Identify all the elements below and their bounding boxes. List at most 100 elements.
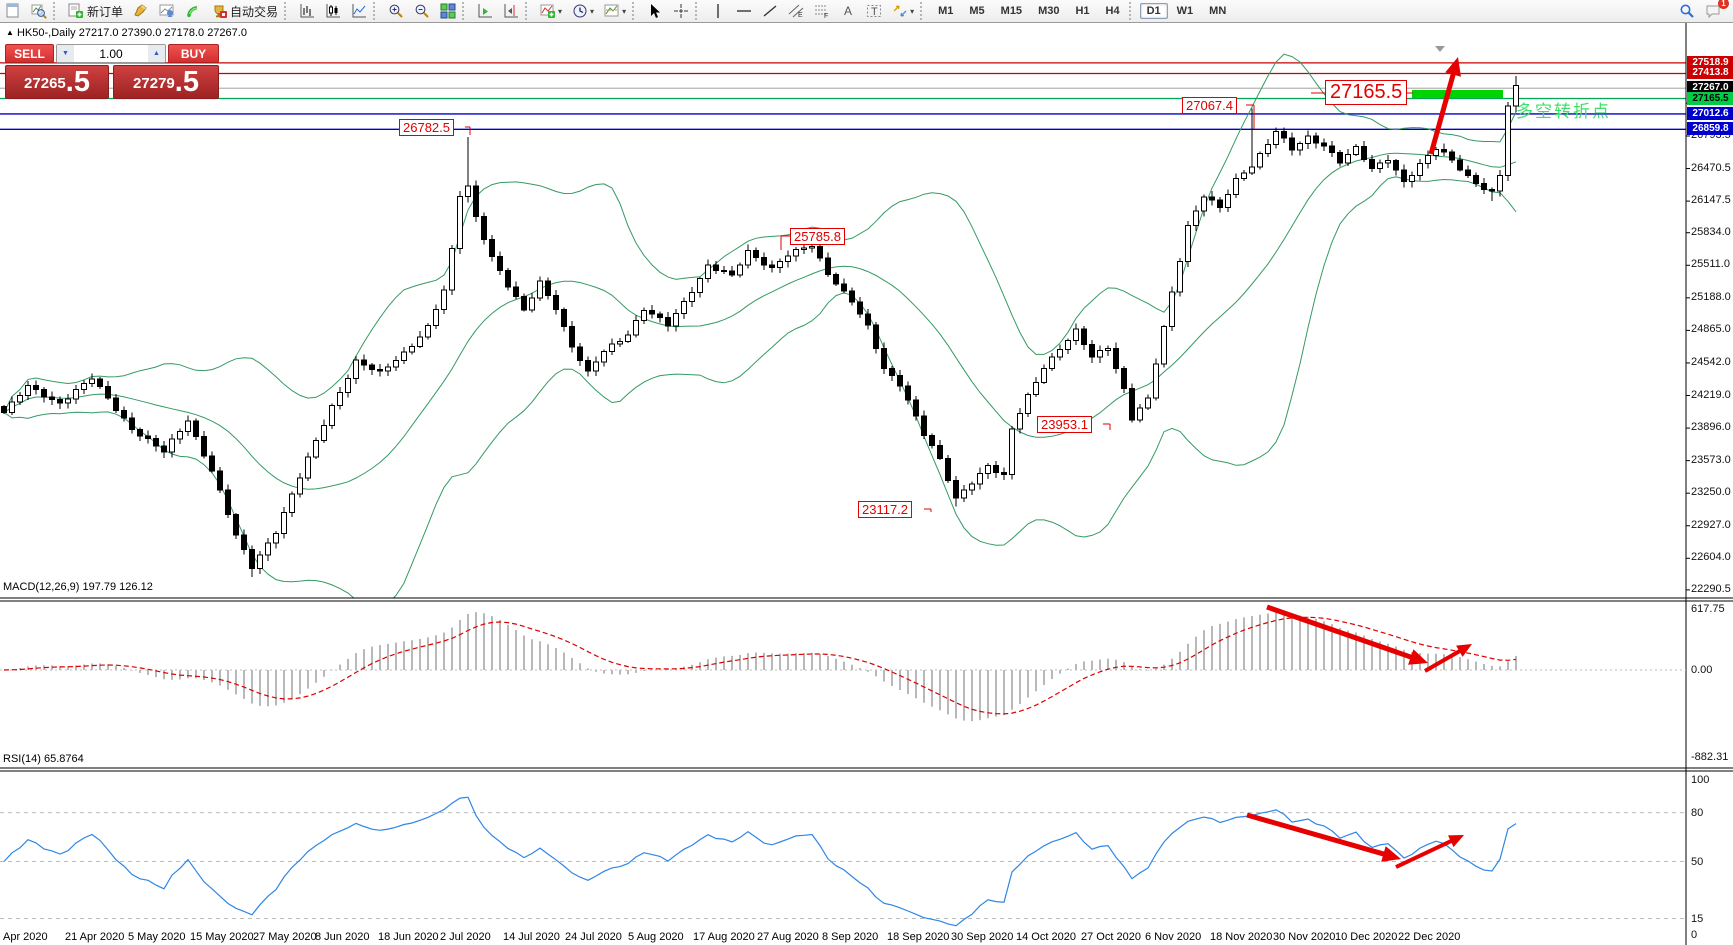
- candles-chart-icon[interactable]: [321, 0, 345, 22]
- date-axis-label: 30 Sep 2020: [951, 931, 1014, 943]
- expert-chart-icon[interactable]: [155, 0, 179, 22]
- autotrade-label: 自动交易: [230, 4, 279, 19]
- svg-text:F: F: [824, 13, 828, 19]
- price-callout[interactable]: 23117.2: [858, 501, 913, 518]
- trend-line-icon[interactable]: [758, 0, 782, 22]
- red-arrow-head: [1456, 644, 1472, 657]
- text-label-icon[interactable]: T: [862, 0, 886, 22]
- red-trend-arrow[interactable]: [1246, 812, 1391, 859]
- date-axis-label: 15 May 2020: [190, 931, 254, 943]
- crayon-icon[interactable]: [129, 0, 153, 22]
- price-callout[interactable]: 27067.4: [1182, 97, 1237, 114]
- toolbar-separator: [462, 2, 471, 20]
- rsi-scale-label: 80: [1691, 807, 1704, 819]
- date-axis-label: 8 Sep 2020: [822, 931, 879, 943]
- vertical-line-icon[interactable]: [706, 0, 730, 22]
- toolbar-group-file: [0, 0, 52, 22]
- text-a-icon[interactable]: A: [836, 0, 860, 22]
- price-callout[interactable]: 27165.5: [1325, 80, 1408, 105]
- horizontal-line-icon[interactable]: [732, 0, 756, 22]
- line-chart-icon[interactable]: [347, 0, 371, 22]
- macd-scale-label: 617.75: [1691, 603, 1725, 615]
- sell-button[interactable]: SELL: [5, 44, 54, 63]
- date-axis-label: 14 Oct 2020: [1016, 931, 1076, 943]
- ohlc-values: 27217.0 27390.0 27178.0 27267.0: [78, 27, 247, 39]
- timeframe-m5-button[interactable]: M5: [969, 5, 985, 17]
- timeframe-mn-button[interactable]: MN: [1209, 5, 1227, 17]
- buy-price[interactable]: 27279.5: [113, 65, 219, 99]
- svg-text:A: A: [844, 4, 852, 18]
- date-axis-label: 27 Aug 2020: [757, 931, 819, 943]
- buy-price-main: 27279: [133, 75, 175, 92]
- buy-button[interactable]: BUY: [168, 44, 219, 63]
- green-highlight-bar[interactable]: [1412, 90, 1503, 98]
- price-tick-label: 26470.5: [1691, 162, 1731, 174]
- turning-point-annotation[interactable]: 多空转折点: [1516, 102, 1611, 121]
- fibonacci-icon[interactable]: F: [810, 0, 834, 22]
- new-order-icon[interactable]: 新订单: [64, 0, 127, 22]
- price-tick-label: 24865.0: [1691, 323, 1731, 335]
- dropdown-caret-icon[interactable]: ▾: [558, 6, 563, 16]
- date-axis-label: 30 Nov 2020: [1273, 931, 1336, 943]
- price-tick-label: 25511.0: [1691, 258, 1730, 270]
- date-axis-label: 27 May 2020: [253, 931, 317, 943]
- red-trend-arrow[interactable]: [1428, 67, 1458, 155]
- sell-price[interactable]: 27265.5: [5, 65, 110, 99]
- volume-decrease-button[interactable]: ▼: [57, 45, 74, 62]
- timeframe-m30-button[interactable]: M30: [1038, 5, 1060, 17]
- dropdown-caret-icon[interactable]: ▾: [590, 6, 595, 16]
- search-icon[interactable]: [1675, 0, 1699, 22]
- timeframe-m15-button[interactable]: M15: [1000, 5, 1023, 17]
- date-axis-label: 21 Apr 2020: [65, 931, 125, 943]
- red-trend-arrow[interactable]: [1395, 837, 1457, 869]
- svg-text:E: E: [798, 12, 803, 19]
- cursor-arrow-icon[interactable]: [643, 0, 667, 22]
- volume-increase-button[interactable]: ▲: [148, 45, 165, 62]
- signal-icon[interactable]: [181, 0, 205, 22]
- price-callout[interactable]: 23953.1: [1037, 416, 1092, 433]
- chart-shift-marker[interactable]: [1435, 46, 1445, 52]
- dropdown-caret-icon[interactable]: ▾: [622, 6, 627, 16]
- equidistant-channel-icon[interactable]: E: [784, 0, 808, 22]
- tile-windows-icon[interactable]: [436, 0, 460, 22]
- auto-scroll-icon[interactable]: [473, 0, 497, 22]
- bars-chart-icon[interactable]: [295, 0, 319, 22]
- toolbar-separator: [632, 2, 641, 20]
- zoom-out-icon[interactable]: [410, 0, 434, 22]
- timeframe-h1-button[interactable]: H1: [1075, 5, 1090, 17]
- rsi-indicator-label: RSI(14) 65.8764: [3, 753, 84, 765]
- indicators-icon[interactable]: ▾: [536, 0, 566, 22]
- autotrade-icon[interactable]: 自动交易: [207, 0, 282, 22]
- rsi-scale-label: 15: [1691, 913, 1704, 925]
- new-chart-doc-icon[interactable]: [1, 0, 25, 22]
- red-arrow-head: [1408, 649, 1428, 665]
- templates-icon[interactable]: ▾: [600, 0, 630, 22]
- chat-icon[interactable]: 1: [1701, 0, 1729, 22]
- price-tick-label: 22290.5: [1691, 583, 1731, 595]
- price-callout[interactable]: 26782.5: [399, 119, 454, 136]
- timeframe-m1-button[interactable]: M1: [938, 5, 954, 17]
- arrows-shapes-icon[interactable]: ▾: [888, 0, 918, 22]
- price-callout[interactable]: 25785.8: [790, 228, 845, 245]
- toolbar-separator: [53, 2, 62, 20]
- annotation-layer[interactable]: [5, 46, 1690, 945]
- chart-canvas[interactable]: [0, 23, 1733, 945]
- timeframe-w1-button[interactable]: W1: [1176, 5, 1194, 17]
- timeframe-d1-button[interactable]: D1: [1139, 3, 1168, 19]
- dropdown-caret-icon[interactable]: ▾: [910, 6, 915, 16]
- red-trend-arrow[interactable]: [1266, 604, 1418, 662]
- chart-ohlc-header: ▲ HK50-,Daily 27217.0 27390.0 27178.0 27…: [6, 27, 247, 39]
- price-badge: 27165.5: [1687, 92, 1733, 105]
- crosshair-icon[interactable]: [669, 0, 693, 22]
- red-trend-arrow[interactable]: [1424, 647, 1465, 673]
- zoom-in-icon[interactable]: [384, 0, 408, 22]
- periods-clock-icon[interactable]: ▾: [568, 0, 598, 22]
- toolbar-separator: [920, 2, 929, 20]
- chart-preview-icon[interactable]: [27, 0, 51, 22]
- chart-shift-icon[interactable]: [499, 0, 523, 22]
- buy-price-big-digit: .5: [174, 66, 199, 98]
- volume-input[interactable]: [74, 45, 148, 62]
- timeframe-h4-button[interactable]: H4: [1105, 5, 1120, 17]
- sell-price-main: 27265: [24, 75, 66, 92]
